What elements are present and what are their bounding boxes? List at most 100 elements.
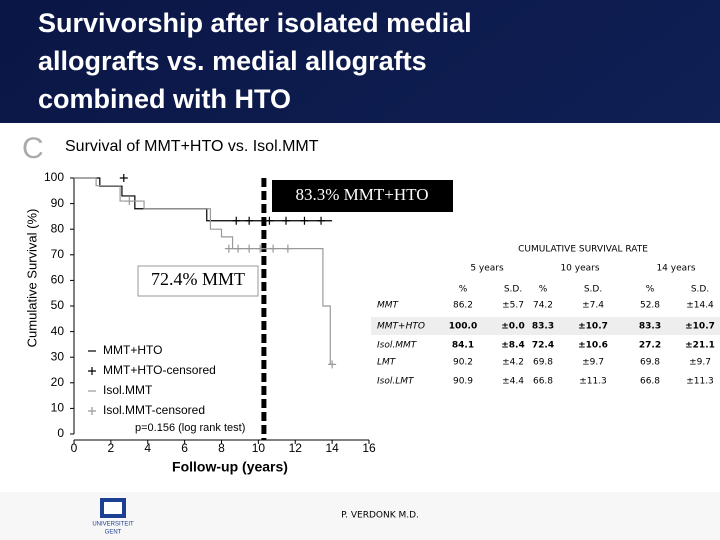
censor-mark (269, 244, 278, 253)
table-column: % (459, 285, 468, 295)
table-cell: ±5.7 (502, 301, 524, 311)
y-tick-label: 10 (51, 401, 65, 415)
table-cell: 84.1 (452, 341, 474, 351)
x-tick-label: 10 (252, 441, 266, 455)
x-tick-label: 14 (325, 441, 339, 455)
table-column: % (539, 285, 548, 295)
y-tick-label: 30 (51, 349, 65, 363)
y-axis-title: Cumulative Survival (%) (24, 209, 39, 348)
survival-curve (74, 177, 333, 222)
y-tick-label: 40 (51, 324, 65, 338)
x-tick-label: 4 (144, 441, 151, 455)
legend-label: Isol.MMT (103, 383, 153, 397)
censor-mark (282, 216, 291, 225)
panel-letter: C (22, 132, 44, 165)
censor-mark (256, 244, 265, 253)
y-tick-label: 50 (51, 298, 65, 312)
censor-mark (300, 216, 309, 225)
table-cell: 27.2 (639, 341, 661, 351)
legend-box (86, 340, 236, 422)
table-cell: ±9.7 (689, 358, 711, 368)
row-label: Isol.LMT (377, 377, 415, 387)
annotation-box (137, 265, 259, 297)
table-column: S.D. (504, 285, 522, 295)
x-tick-label: 0 (71, 441, 78, 455)
x-axis-title: Follow-up (years) (172, 459, 288, 475)
x-tick-label: 8 (218, 441, 225, 455)
table-cell: 72.4 (532, 341, 554, 351)
table-cell: 52.8 (640, 301, 660, 311)
y-tick-label: 0 (57, 426, 64, 440)
row-highlight (371, 317, 720, 335)
y-tick-label: 70 (51, 247, 65, 261)
table-cell: 100.0 (449, 322, 477, 332)
annotation: p=0.156 (log rank test) (135, 422, 245, 434)
table-cell: ±10.7 (685, 322, 715, 332)
row-label: Isol.MMT (377, 341, 418, 351)
censor-mark (224, 244, 233, 253)
table-column: % (646, 285, 655, 295)
table-cell: 86.2 (453, 301, 473, 311)
table-column: S.D. (584, 285, 602, 295)
censor-mark (245, 244, 254, 253)
table-cell: 69.8 (533, 358, 553, 368)
table-cell: ±11.3 (579, 377, 607, 387)
annotation: 83.3% MMT+HTO (296, 185, 429, 204)
table-cell: 69.8 (640, 358, 660, 368)
censor-mark (245, 216, 254, 225)
table-period: 14 years (656, 264, 695, 274)
row-label: MMT+HTO (377, 322, 425, 332)
plot: 0 10 20 30 40 50 60 70 80 90 100 0 2 4 6 8 10 12 14 16 83.3%… (44, 170, 453, 455)
censor-mark (328, 360, 337, 369)
table-cell: ±4.4 (502, 377, 524, 387)
table-cell: ±0.0 (501, 322, 524, 332)
table-cell: ±11.3 (686, 377, 714, 387)
slide-title: combined with HTO (38, 84, 291, 114)
table-cell: ±14.4 (686, 301, 714, 311)
censor-mark (283, 244, 292, 253)
legend-label: MMT+HTO (103, 343, 162, 357)
table-cell: 83.3 (532, 322, 554, 332)
survival-table: CUMULATIVE SURVIVAL RATE 5 years 10 years 1… (371, 240, 720, 398)
table-cell: 90.2 (453, 358, 473, 368)
table-cell: ±8.4 (501, 341, 524, 351)
table-cell: 66.8 (533, 377, 553, 387)
y-tick-label: 20 (51, 375, 65, 389)
y-tick-label: 80 (51, 221, 65, 235)
censor-mark (232, 216, 241, 225)
table-cell: 74.2 (533, 301, 553, 311)
table-column: S.D. (691, 285, 709, 295)
table-cell: 66.8 (640, 377, 660, 387)
censor-mark (234, 244, 243, 253)
x-tick-label: 2 (108, 441, 115, 455)
row-label: LMT (377, 358, 397, 368)
survival-curve (74, 177, 333, 365)
censor-mark (125, 197, 134, 206)
censor-mark (119, 174, 128, 182)
logo-emblem (104, 502, 122, 514)
legend-label: Isol.MMT-censored (103, 403, 205, 417)
chart-title: Survival of MMT+HTO vs. Isol.MMT (65, 138, 319, 155)
table-period: 5 years (470, 264, 504, 274)
table-cell: ±7.4 (582, 301, 604, 311)
legend-symbol (88, 367, 96, 375)
table-cell: ±10.6 (578, 341, 608, 351)
annotation: 72.4% MMT (151, 269, 245, 289)
logo-text: GENT (105, 530, 122, 536)
y-tick-label: 90 (51, 196, 65, 210)
table-period: 10 years (560, 264, 599, 274)
censor-mark (265, 216, 274, 225)
row-label: MMT (377, 301, 400, 311)
legend-label: MMT+HTO-censored (103, 363, 216, 377)
table-cell: ±21.1 (685, 341, 715, 351)
x-tick-label: 12 (289, 441, 303, 455)
legend-symbol (88, 407, 96, 415)
slide-title: allografts vs. medial allografts (38, 46, 427, 76)
y-tick-label: 60 (51, 273, 65, 287)
table-title: CUMULATIVE SURVIVAL RATE (518, 245, 648, 255)
logo-text: UNIVERSITEIT (92, 522, 134, 528)
annotation-box (272, 180, 453, 212)
table-cell: 90.9 (453, 377, 473, 387)
